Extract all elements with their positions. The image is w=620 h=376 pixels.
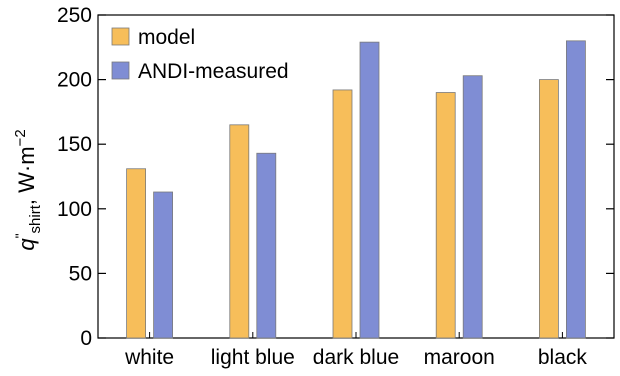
legend-swatch-andi-measured xyxy=(111,61,130,80)
y-axis-exponent: −2 xyxy=(12,129,29,146)
legend-label-andi-measured: ANDI-measured xyxy=(138,60,289,83)
y-axis-units: , W·m xyxy=(14,146,39,205)
y-axis-title: q"shirt, W·m−2 xyxy=(12,129,44,250)
x-category-label: maroon xyxy=(424,346,495,369)
legend-label-model: model xyxy=(138,26,195,49)
y-tick-label: 200 xyxy=(57,69,92,92)
y-tick-label: 250 xyxy=(57,4,92,27)
y-ticks-group: 0 50 100 150 200 250 xyxy=(57,4,614,350)
y-tick-label: 50 xyxy=(69,262,92,285)
y-axis-subscript: shirt xyxy=(27,204,44,233)
svg-text:q"shirt, W·m−2: q"shirt, W·m−2 xyxy=(12,129,44,250)
y-axis-prime: " xyxy=(12,233,28,238)
x-category-label: light blue xyxy=(211,346,295,369)
y-axis-symbol: q xyxy=(14,238,39,251)
legend: model ANDI-measured xyxy=(111,26,289,83)
bar-model-maroon xyxy=(435,92,456,339)
x-category-label: white xyxy=(124,346,174,369)
bar-andi-measured-dark-blue xyxy=(359,41,380,339)
x-category-labels-group: white light blue dark blue maroon black xyxy=(124,332,587,369)
bar-andi-measured-maroon xyxy=(462,75,483,339)
bars-group xyxy=(126,40,586,339)
bar-andi-measured-light-blue xyxy=(256,152,277,339)
y-tick-label: 0 xyxy=(80,327,92,350)
bar-andi-measured-black xyxy=(566,40,586,339)
bar-model-light-blue xyxy=(229,124,250,339)
y-tick-label: 150 xyxy=(57,133,92,156)
legend-swatch-model xyxy=(111,27,130,46)
x-category-label: black xyxy=(538,346,588,369)
x-category-label: dark blue xyxy=(313,346,399,369)
bar-model-white xyxy=(126,168,146,339)
bar-andi-measured-white xyxy=(153,191,174,339)
bar-model-black xyxy=(539,79,559,339)
bar-model-dark-blue xyxy=(332,89,353,339)
y-tick-label: 100 xyxy=(57,198,92,221)
